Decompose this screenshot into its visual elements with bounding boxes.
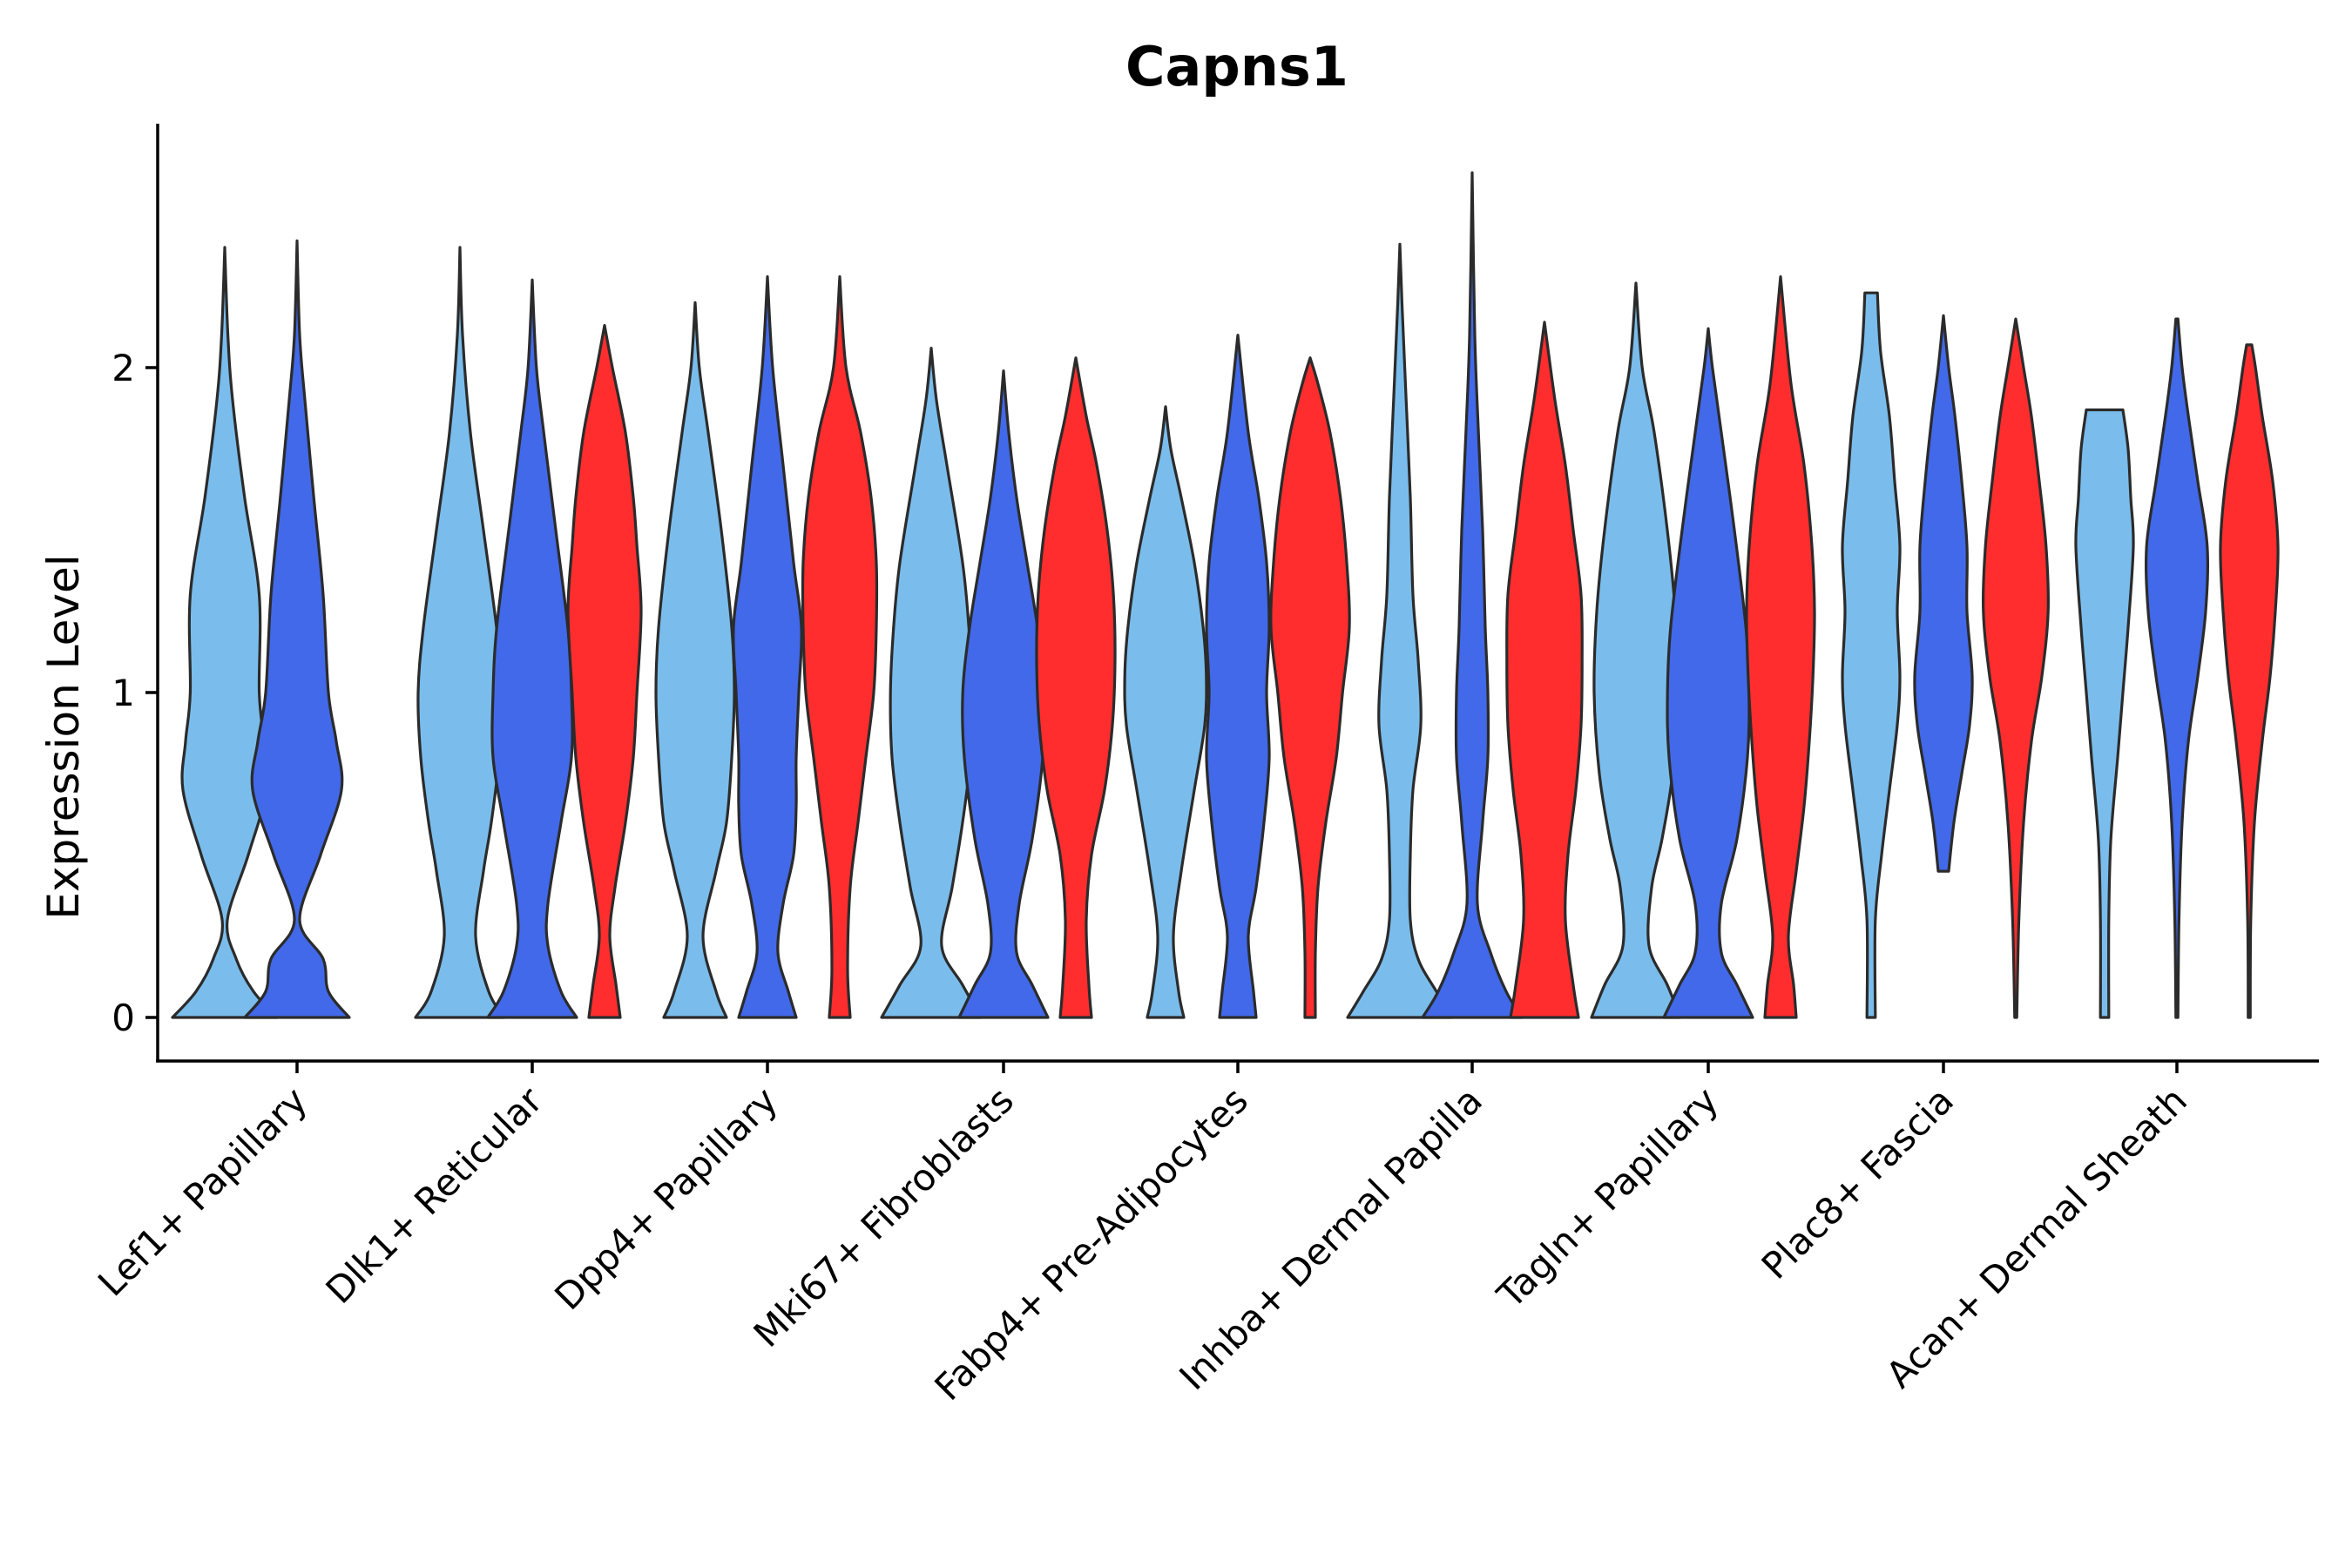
violin-group-1-cat-0 <box>171 246 279 1019</box>
chart-title: Capns1 <box>1125 35 1348 98</box>
violin-group-2-cat-2 <box>732 275 803 1019</box>
violin-group-2-cat-7 <box>1913 314 1974 873</box>
violin-group-1-cat-5 <box>1346 242 1454 1019</box>
violin-group-3-cat-5 <box>1505 321 1584 1019</box>
x-tick-label: Lef1+ Papillary <box>90 1078 315 1304</box>
violin-group-1-cat-6 <box>1590 281 1682 1019</box>
violin-group-3-cat-3 <box>1035 356 1117 1019</box>
violin-group-1-cat-3 <box>880 347 983 1019</box>
violin-group-3-cat-1 <box>566 323 643 1019</box>
violin-group-2-cat-3 <box>957 369 1050 1019</box>
violin-group-3-cat-6 <box>1745 275 1816 1019</box>
violin-group-1-cat-1 <box>414 246 506 1019</box>
violin-group-2-cat-5 <box>1421 171 1524 1019</box>
x-tick-label: Dpp4+ Papillary <box>546 1078 786 1318</box>
x-tick-label: Plac8+ Fascia <box>1754 1078 1962 1287</box>
violin-group-1-cat-2 <box>654 301 736 1019</box>
violin-group-2-cat-6 <box>1662 327 1754 1019</box>
violin-group-3-cat-8 <box>2219 343 2280 1019</box>
x-tick-label: Tagln+ Papillary <box>1489 1078 1727 1316</box>
violin-group-1-cat-8 <box>2074 408 2135 1019</box>
violin-group-3-cat-7 <box>1981 317 2051 1019</box>
violin-group <box>171 171 2280 1019</box>
y-ticks: 0 1 2 <box>112 347 158 1039</box>
violin-group-2-cat-0 <box>243 239 351 1019</box>
x-tick-label: Dlk1+ Reticular <box>318 1078 551 1312</box>
y-tick-label: 0 <box>112 997 135 1039</box>
violin-group-1-cat-7 <box>1841 291 1902 1019</box>
x-tick-label: Mki67+ Fibroblasts <box>746 1078 1022 1355</box>
violin-group-2-cat-1 <box>486 278 578 1019</box>
violin-group-2-cat-4 <box>1205 334 1271 1019</box>
violin-group-1-cat-4 <box>1123 405 1208 1019</box>
y-axis-label: Expression Level <box>38 554 89 919</box>
y-tick-label: 1 <box>112 672 135 714</box>
violin-group-3-cat-4 <box>1269 356 1351 1019</box>
y-tick-label: 2 <box>112 347 135 389</box>
violin-group-3-cat-2 <box>801 275 879 1019</box>
violin-group-2-cat-8 <box>2145 317 2209 1019</box>
